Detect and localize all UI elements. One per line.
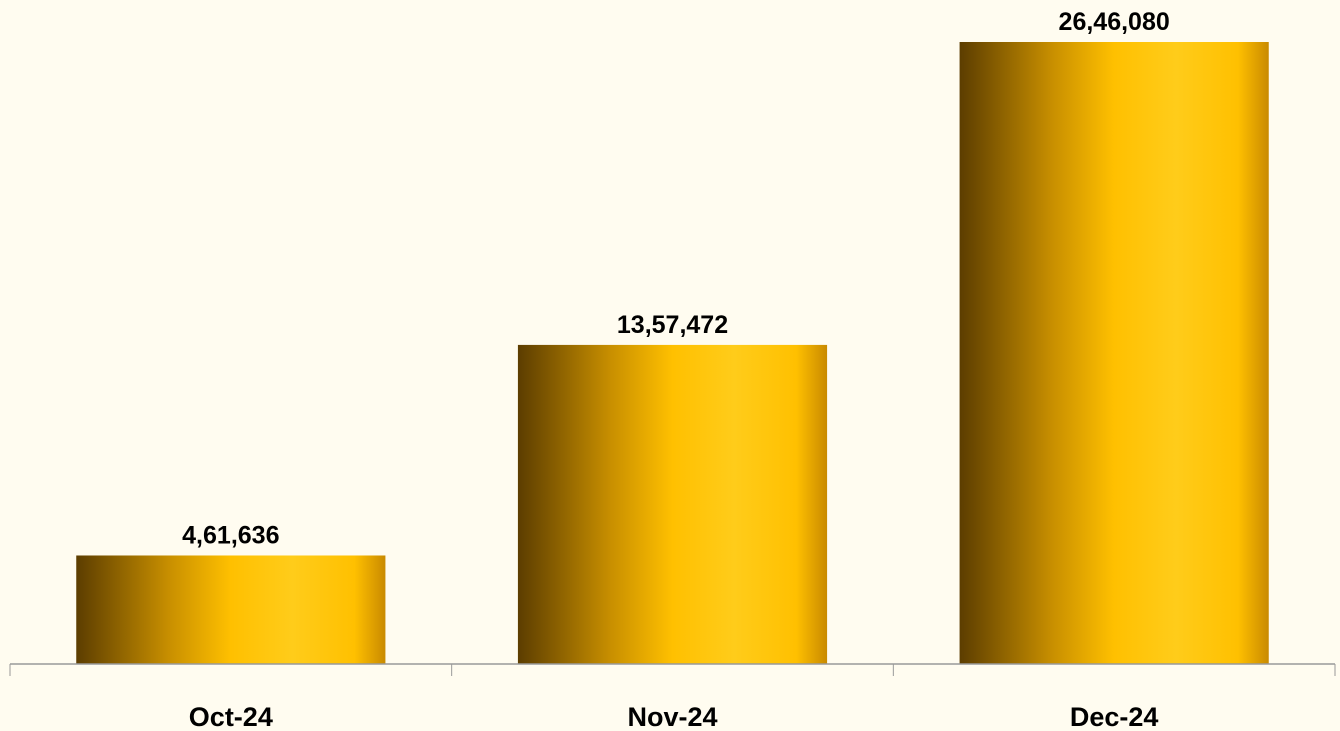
x-tick-label: Nov-24 [627, 702, 717, 731]
x-tick-label: Oct-24 [189, 702, 273, 731]
bar [76, 555, 386, 664]
x-tick-label: Dec-24 [1070, 702, 1159, 731]
data-label: 26,46,080 [1059, 8, 1170, 36]
data-label: 4,61,636 [182, 521, 279, 549]
bar [959, 42, 1269, 664]
data-label: 13,57,472 [617, 311, 728, 339]
bar [517, 344, 828, 664]
